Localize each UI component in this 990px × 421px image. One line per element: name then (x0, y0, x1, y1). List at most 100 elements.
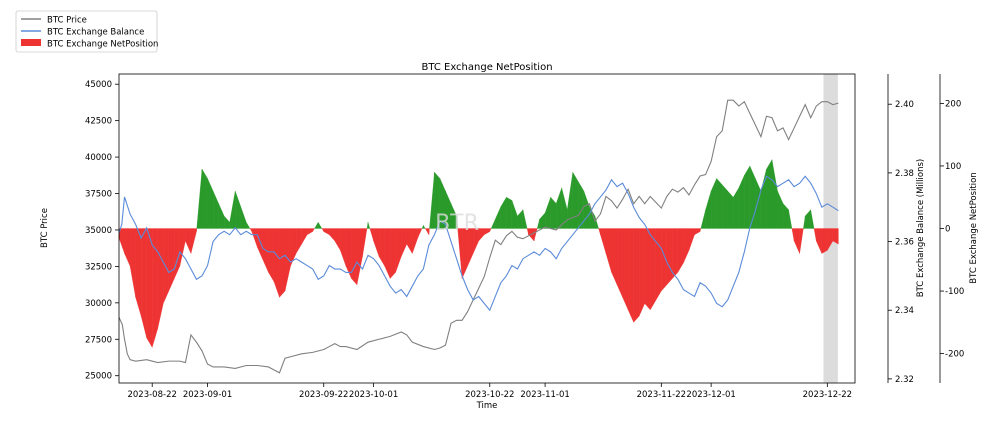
netposition-positive-area (495, 206, 501, 229)
netposition-negative-area (699, 228, 702, 232)
chart-title: BTC Exchange NetPosition (421, 62, 552, 73)
netposition-negative-area (489, 228, 492, 232)
netposition-negative-area (401, 228, 407, 257)
netposition-negative-area (395, 228, 402, 273)
netposition-positive-area (235, 190, 241, 229)
netposition-negative-area (356, 228, 363, 285)
netposition-negative-area (129, 228, 136, 298)
netposition-negative-area (406, 228, 413, 255)
netposition-positive-area (810, 209, 815, 229)
price-tick-label: 35000 (85, 226, 112, 236)
netposition-positive-area (490, 219, 496, 229)
netposition-negative-area (611, 228, 618, 285)
x-axis-label: Time (476, 401, 498, 411)
netposition-negative-area (257, 228, 264, 260)
netposition-negative-area (655, 228, 662, 301)
balance-line (118, 175, 839, 312)
balance-tick-label: 2.38 (895, 169, 914, 179)
y-axis-label-price: BTC Price (40, 208, 50, 248)
netposition-negative-area (484, 228, 490, 236)
netposition-negative-area (666, 228, 673, 286)
x-tick-label: 2023-09-01 (183, 390, 232, 400)
netposition-positive-area (240, 206, 247, 229)
netposition-positive-area (318, 221, 323, 229)
netposition-positive-area (218, 203, 225, 229)
y-axis-label-netposition: BTC Exchange NetPosition (969, 172, 979, 283)
netposition-negative-area (677, 228, 684, 273)
netposition-negative-area (273, 228, 280, 298)
x-tick-label: 2023-10-01 (349, 390, 398, 400)
netposition-positive-area (567, 172, 573, 229)
netposition-positive-area (788, 209, 793, 229)
netposition-negative-area (799, 228, 804, 254)
netposition-positive-area (572, 171, 579, 229)
price-tick-label: 27500 (85, 335, 112, 345)
legend-netposition-label: BTC Exchange NetPosition (47, 40, 158, 50)
netposition-negative-area (118, 228, 125, 254)
netposition-positive-area (722, 184, 728, 229)
netposition-positive-area (705, 190, 712, 229)
netposition-negative-area (301, 228, 308, 245)
netposition-positive-area (556, 187, 562, 229)
netposition-negative-area (321, 228, 324, 233)
x-tick-label: 2023-11-01 (520, 390, 569, 400)
netposition-negative-area (135, 228, 142, 317)
netposition-negative-area (412, 228, 418, 254)
netposition-positive-area (537, 219, 540, 229)
x-tick-label: 2023-12-01 (686, 390, 735, 400)
netposition-negative-area (369, 228, 374, 242)
netposition-positive-area (738, 175, 745, 229)
netposition-negative-area (793, 228, 800, 254)
x-tick-label: 2023-09-22 (299, 390, 348, 400)
netposition-negative-area (622, 228, 629, 310)
netposition-negative-area (168, 228, 175, 292)
netposition-negative-area (340, 228, 347, 267)
legend-balance-label: BTC Exchange Balance (47, 28, 144, 38)
netposition-negative-area (424, 228, 430, 236)
x-tick-label: 2023-12-22 (803, 390, 852, 400)
price-tick-label: 32500 (85, 262, 112, 272)
netposition-negative-area (329, 228, 335, 242)
netposition-negative-area (600, 228, 607, 254)
price-tick-label: 37500 (85, 190, 112, 200)
netposition-positive-area (196, 169, 203, 229)
netposition-positive-area (782, 203, 789, 229)
netposition-positive-area (766, 159, 773, 229)
netposition-negative-area (461, 228, 468, 279)
netposition-positive-area (366, 222, 369, 229)
netposition-positive-area (246, 221, 251, 229)
netposition-negative-area (616, 228, 623, 298)
netposition-negative-area (312, 228, 315, 233)
netposition-positive-area (744, 165, 751, 229)
netposition-negative-area (598, 228, 601, 235)
balance-tick-label: 2.34 (895, 306, 914, 316)
watermark: BTR (435, 211, 479, 236)
netposition-negative-area (279, 228, 286, 298)
netposition-tick-label: 200 (945, 99, 961, 109)
netposition-negative-area (417, 228, 423, 238)
balance-tick-label: 2.32 (895, 375, 914, 385)
netposition-positive-area (727, 190, 734, 229)
plot-area (118, 74, 839, 383)
netposition-negative-area (268, 228, 275, 283)
netposition-positive-area (506, 196, 513, 229)
netposition-positive-area (544, 197, 551, 229)
legend: BTC Price BTC Exchange Balance BTC Excha… (15, 10, 158, 53)
price-tick-label: 42500 (85, 117, 112, 127)
netposition-negative-area (140, 228, 147, 339)
netposition-tick-label: 0 (945, 225, 950, 235)
netposition-negative-area (295, 228, 302, 255)
price-tick-label: 25000 (85, 372, 112, 382)
legend-netposition-swatch (21, 39, 41, 46)
legend-price-label: BTC Price (47, 16, 87, 26)
netposition-positive-area (212, 190, 219, 229)
netposition-positive-area (517, 209, 524, 229)
netposition-negative-area (323, 228, 330, 236)
netposition-positive-area (803, 215, 806, 229)
netposition-negative-area (307, 228, 313, 236)
balance-tick-label: 2.40 (895, 100, 914, 110)
netposition-negative-area (362, 228, 368, 257)
netposition-positive-area (522, 209, 528, 229)
netposition-positive-area (710, 178, 717, 229)
